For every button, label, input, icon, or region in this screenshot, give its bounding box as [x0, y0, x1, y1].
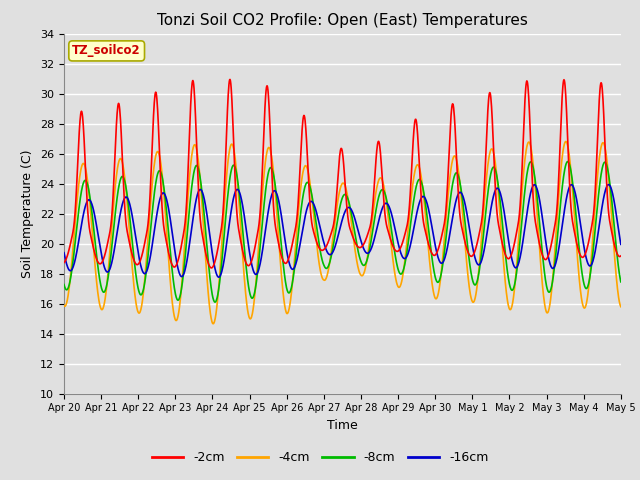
Title: Tonzi Soil CO2 Profile: Open (East) Temperatures: Tonzi Soil CO2 Profile: Open (East) Temp… — [157, 13, 528, 28]
Text: TZ_soilco2: TZ_soilco2 — [72, 44, 141, 58]
Y-axis label: Soil Temperature (C): Soil Temperature (C) — [22, 149, 35, 278]
Legend: -2cm, -4cm, -8cm, -16cm: -2cm, -4cm, -8cm, -16cm — [147, 446, 493, 469]
X-axis label: Time: Time — [327, 419, 358, 432]
